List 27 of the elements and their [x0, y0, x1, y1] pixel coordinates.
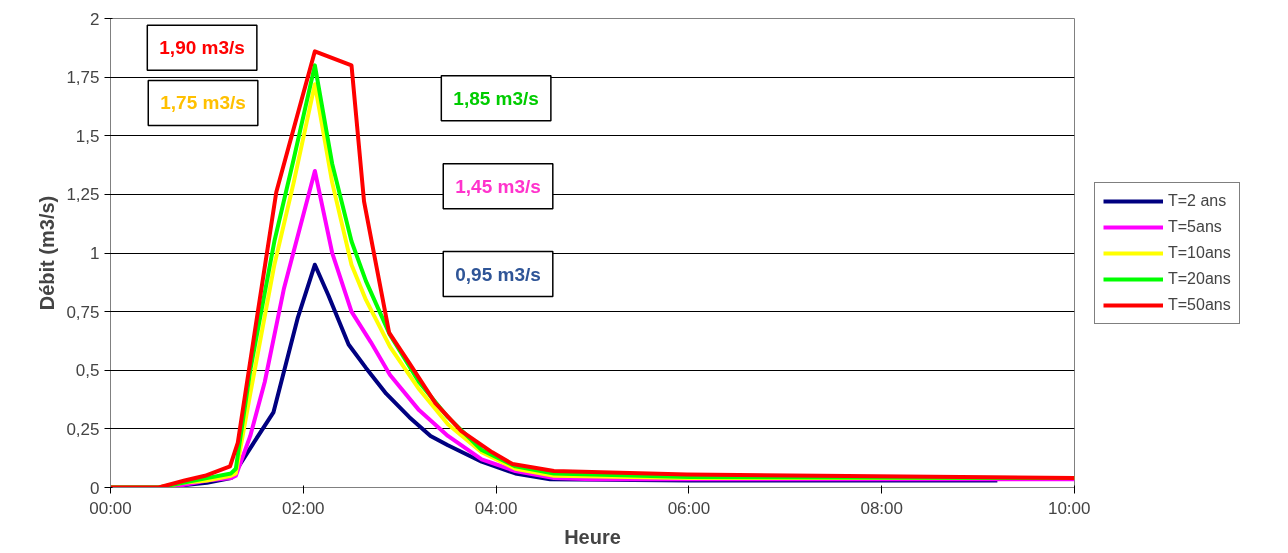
y-tick-label: 0,25 [66, 419, 100, 439]
x-tick-label: 06:00 [667, 498, 711, 518]
y-tick-label: 2 [90, 9, 100, 29]
annotation: 0,95 m3/s [455, 263, 541, 285]
legend-label: T=50ans [1168, 295, 1231, 314]
x-tick-label: 00:00 [89, 498, 132, 518]
x-tick-label: 04:00 [474, 498, 518, 518]
y-tick-label: 1,5 [75, 126, 100, 146]
y-tick-label: 0,75 [66, 302, 100, 322]
annotation: 1,90 m3/s [159, 37, 245, 59]
annotation: 1,85 m3/s [453, 87, 539, 109]
annotation: 1,75 m3/s [160, 92, 246, 114]
y-tick-label: 1 [90, 244, 100, 263]
x-tick-label: 02:00 [282, 498, 325, 518]
x-tick-label: 08:00 [860, 498, 903, 518]
legend-label: T=20ans [1168, 269, 1231, 288]
x-tick-label: 10:00 [1047, 498, 1091, 518]
annotation: 1,45 m3/s [455, 175, 541, 197]
legend-label: T=10ans [1168, 243, 1231, 262]
y-axis-title: Débit (m3/s) [36, 195, 59, 311]
legend-label: T=5ans [1168, 217, 1222, 236]
y-tick-label: 0 [90, 478, 100, 498]
y-tick-label: 0,5 [75, 361, 100, 381]
legend-label: T=2 ans [1168, 191, 1227, 210]
y-tick-label: 1,75 [66, 68, 100, 88]
x-axis-title: Heure [564, 525, 621, 548]
y-tick-label: 1,25 [66, 185, 100, 205]
